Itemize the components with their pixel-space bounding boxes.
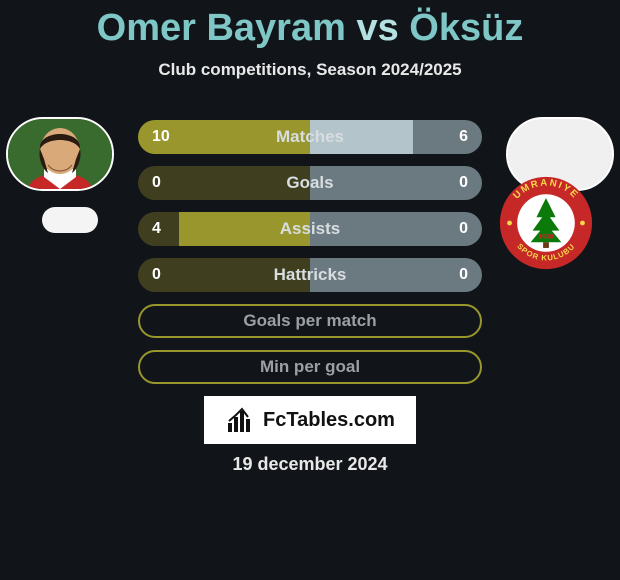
player1-club-oval — [42, 207, 98, 233]
stat-fill-left — [179, 212, 310, 246]
stat-fill-right — [310, 120, 413, 154]
stat-fill-left — [138, 120, 310, 154]
footer-date: 19 december 2024 — [0, 454, 620, 475]
title-player2: Öksüz — [409, 7, 523, 49]
stats-panel: 106Matches 00Goals 40Assists 00Hattricks Goa… — [138, 120, 482, 396]
page-title: Omer Bayram vs Öksüz — [0, 0, 620, 50]
footer-brand: FcTables.com — [204, 396, 416, 444]
player1-photo — [6, 117, 114, 191]
stat-bg-left — [138, 258, 310, 292]
stat-row-hattricks: 00Hattricks — [138, 258, 482, 292]
stat-bg-right — [310, 212, 482, 246]
comparison-card: Omer Bayram vs Öksüz Club competitions, … — [0, 0, 620, 580]
stat-row-goals-per-match: Goals per match — [138, 304, 482, 338]
stat-bg-left — [138, 166, 310, 200]
stat-label: Min per goal — [140, 352, 480, 382]
svg-text:1938: 1938 — [539, 233, 554, 240]
title-player1: Omer Bayram — [97, 7, 346, 49]
stat-row-assists: 40Assists — [138, 212, 482, 246]
player2-club-crest: UMRANIYE SPOR KULUBU 1938 — [498, 175, 594, 271]
brand-icon — [225, 405, 255, 435]
stat-label: Goals per match — [140, 306, 480, 336]
title-vs: vs — [356, 7, 398, 49]
player1-photo-svg — [8, 119, 112, 189]
stat-row-goals: 00Goals — [138, 166, 482, 200]
stat-row-min-per-goal: Min per goal — [138, 350, 482, 384]
brand-text: FcTables.com — [263, 409, 395, 432]
stat-bg-right — [310, 258, 482, 292]
club-crest-svg: UMRANIYE SPOR KULUBU 1938 — [498, 175, 594, 271]
stat-row-matches: 106Matches — [138, 120, 482, 154]
stat-bg-right — [310, 166, 482, 200]
subtitle: Club competitions, Season 2024/2025 — [0, 60, 620, 80]
